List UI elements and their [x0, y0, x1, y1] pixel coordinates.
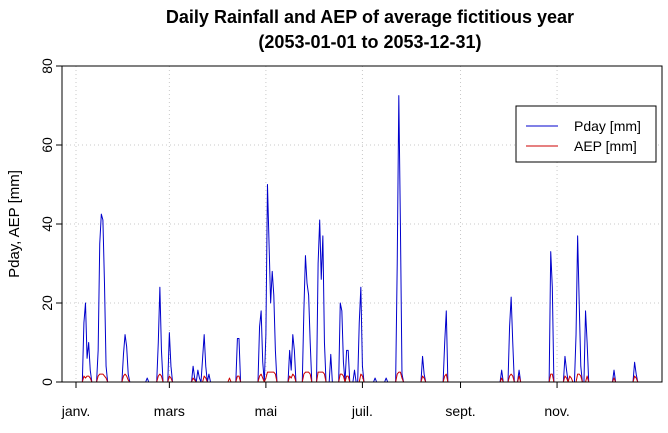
x-tick-label: sept.	[445, 403, 475, 419]
legend-label-pday: Pday [mm]	[574, 118, 641, 134]
plot-frame	[61, 65, 663, 383]
legend-box	[515, 105, 657, 163]
chart-title: Daily Rainfall and AEP of average fictit…	[166, 7, 574, 27]
x-tick-label: juil.	[351, 403, 373, 419]
x-tick-label: mars	[154, 403, 185, 419]
grid-lines	[62, 66, 662, 382]
x-tick-label: janv.	[61, 403, 91, 419]
y-axis-label: Pday, AEP [mm]	[6, 170, 23, 278]
x-tick-label: mai	[255, 403, 278, 419]
y-tick-label: 40	[39, 216, 55, 232]
series-line-pday	[76, 95, 652, 383]
y-tick-label: 20	[39, 295, 55, 311]
x-tick-label: nov.	[544, 403, 569, 419]
y-tick-label: 60	[39, 137, 55, 153]
axes: 0 20 40 60 80 janv. mars mai juil. sept. nov.	[39, 58, 570, 419]
y-tick-label: 0	[39, 378, 55, 386]
legend-label-aep: AEP [mm]	[574, 138, 637, 154]
chart-subtitle: (2053-01-01 to 2053-12-31)	[258, 32, 481, 52]
y-tick-label: 80	[39, 58, 55, 74]
legend: Pday [mm] AEP [mm]	[515, 105, 657, 163]
